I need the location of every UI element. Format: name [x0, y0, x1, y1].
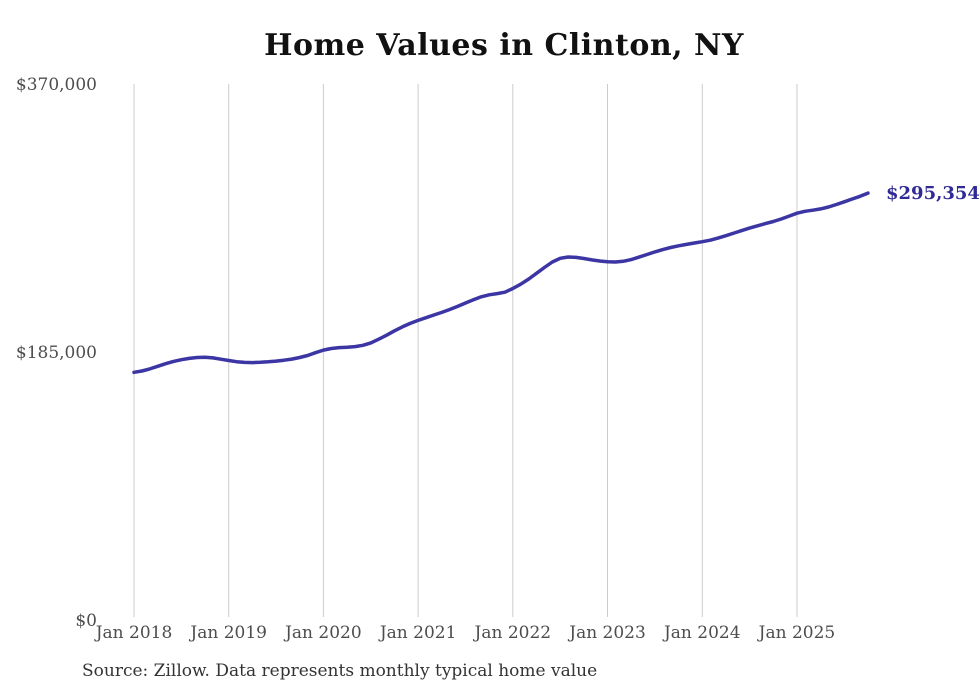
source-note: Source: Zillow. Data represents monthly …	[82, 661, 598, 681]
chart-title: Home Values in Clinton, NY	[264, 28, 744, 63]
x-axis-label: Jan 2022	[474, 623, 552, 643]
x-axis-label: Jan 2024	[663, 623, 741, 643]
home-value-line	[132, 191, 870, 375]
gridlines	[133, 84, 798, 617]
x-axis-label: Jan 2018	[95, 623, 173, 643]
y-axis-label: $0	[75, 611, 97, 631]
y-axis-label: $185,000	[15, 343, 97, 363]
x-axis-label: Jan 2020	[285, 623, 362, 643]
end-value-label: $295,354	[886, 183, 980, 205]
x-axis-label: Jan 2023	[569, 623, 646, 643]
x-axis-label: Jan 2021	[379, 623, 457, 643]
x-axis-label: Jan 2025	[758, 623, 836, 643]
x-axis-label: Jan 2019	[190, 623, 267, 643]
y-axis-label: $370,000	[15, 75, 97, 95]
